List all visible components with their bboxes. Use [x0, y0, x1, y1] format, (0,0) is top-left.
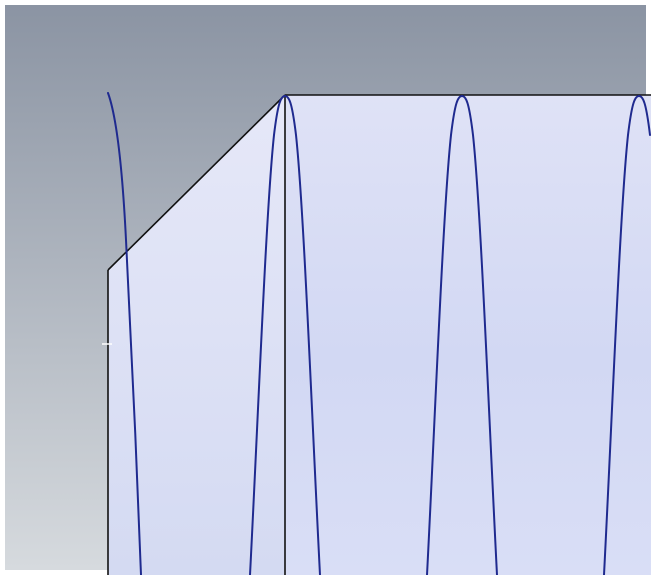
helix-segment-1[interactable] [107, 92, 142, 575]
part-main-face[interactable] [285, 95, 651, 575]
helix-segment-4[interactable] [603, 94, 651, 575]
part-chamfer-face[interactable] [108, 95, 285, 575]
part-edges [107, 94, 651, 575]
helix-curve[interactable] [107, 92, 651, 575]
helix-segment-3[interactable] [426, 94, 498, 575]
chamfer-edge[interactable] [107, 94, 286, 271]
helix-segment-2[interactable] [249, 94, 321, 575]
